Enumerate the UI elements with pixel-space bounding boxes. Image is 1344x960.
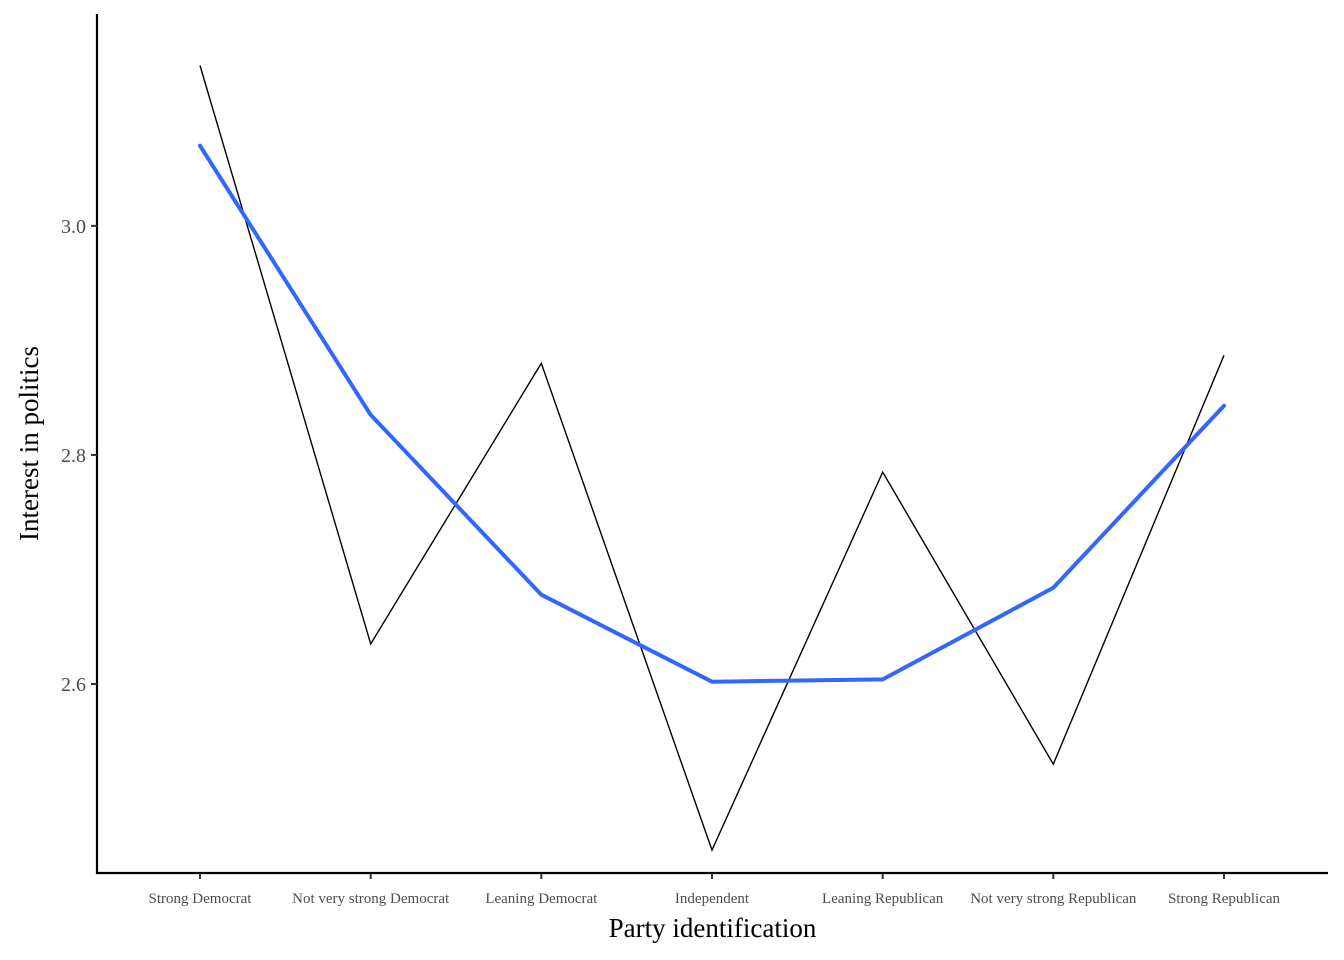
x-axis-title: Party identification — [609, 913, 817, 943]
observed-series-line — [199, 65, 1225, 852]
x-tick-label: Not very strong Republican — [970, 891, 1137, 907]
y-tick-label: 3.0 — [61, 216, 86, 238]
x-tick-label: Leaning Democrat — [485, 891, 598, 907]
x-tick-label: Not very strong Democrat — [292, 891, 450, 907]
smoothed-series-line — [198, 143, 1226, 684]
axes — [95, 14, 1328, 875]
y-axis-title: Interest in politics — [14, 346, 44, 541]
y-tick-label: 2.8 — [61, 445, 86, 467]
x-tick-label: Strong Republican — [1168, 891, 1281, 907]
x-tick-label: Strong Democrat — [149, 891, 253, 907]
y-tick-label: 2.6 — [61, 674, 86, 696]
x-tick-label: Independent — [675, 891, 750, 907]
series-group — [198, 65, 1226, 852]
x-ticks: Strong Democrat Not very strong Democrat L… — [149, 873, 1281, 907]
x-tick-label: Leaning Republican — [822, 891, 944, 907]
y-ticks: 2.6 2.8 3.0 — [61, 216, 97, 696]
